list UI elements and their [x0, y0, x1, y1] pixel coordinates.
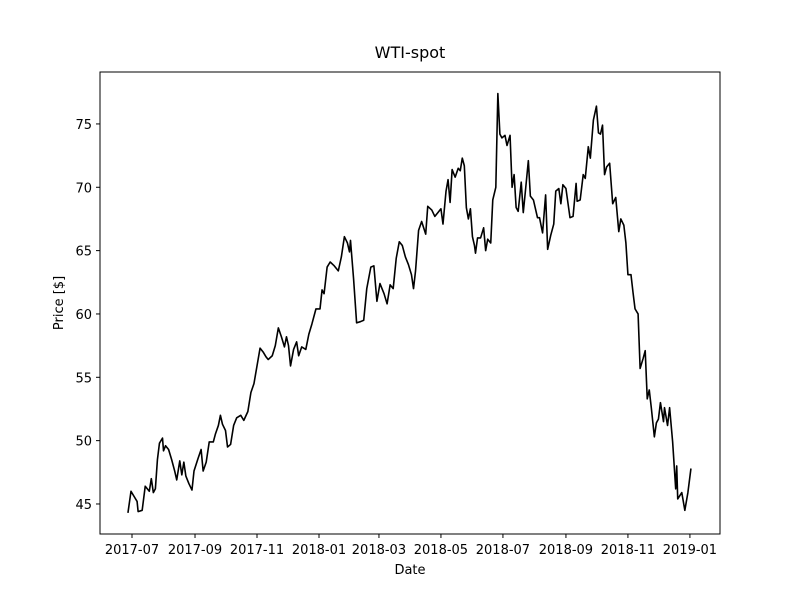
- x-axis-label: Date: [394, 563, 425, 578]
- x-tick-label: 2018-03: [352, 543, 406, 558]
- x-tick-label: 2017-09: [168, 543, 222, 558]
- y-tick-label: 70: [75, 181, 92, 196]
- price-line: [127, 92, 692, 513]
- y-tick-label: 60: [75, 308, 92, 323]
- x-tick-label: 2018-09: [539, 543, 593, 558]
- y-tick-label: 55: [75, 371, 92, 386]
- y-tick-label: 50: [75, 435, 92, 450]
- y-axis-label: Price [$]: [52, 276, 67, 330]
- chart-title: WTI-spot: [375, 43, 446, 62]
- plot-frame: [99, 71, 721, 535]
- y-tick-label: 65: [75, 245, 92, 260]
- x-tick-label: 2018-11: [601, 543, 655, 558]
- x-tick-label: 2017-11: [230, 543, 284, 558]
- x-tick-label: 2017-07: [105, 543, 159, 558]
- x-tick-label: 2018-01: [292, 543, 346, 558]
- y-tick-label: 45: [75, 498, 92, 513]
- y-tick-label: 75: [75, 118, 92, 133]
- x-tick-label: 2019-01: [663, 543, 717, 558]
- x-tick-label: 2018-07: [476, 543, 530, 558]
- x-tick-label: 2018-05: [414, 543, 468, 558]
